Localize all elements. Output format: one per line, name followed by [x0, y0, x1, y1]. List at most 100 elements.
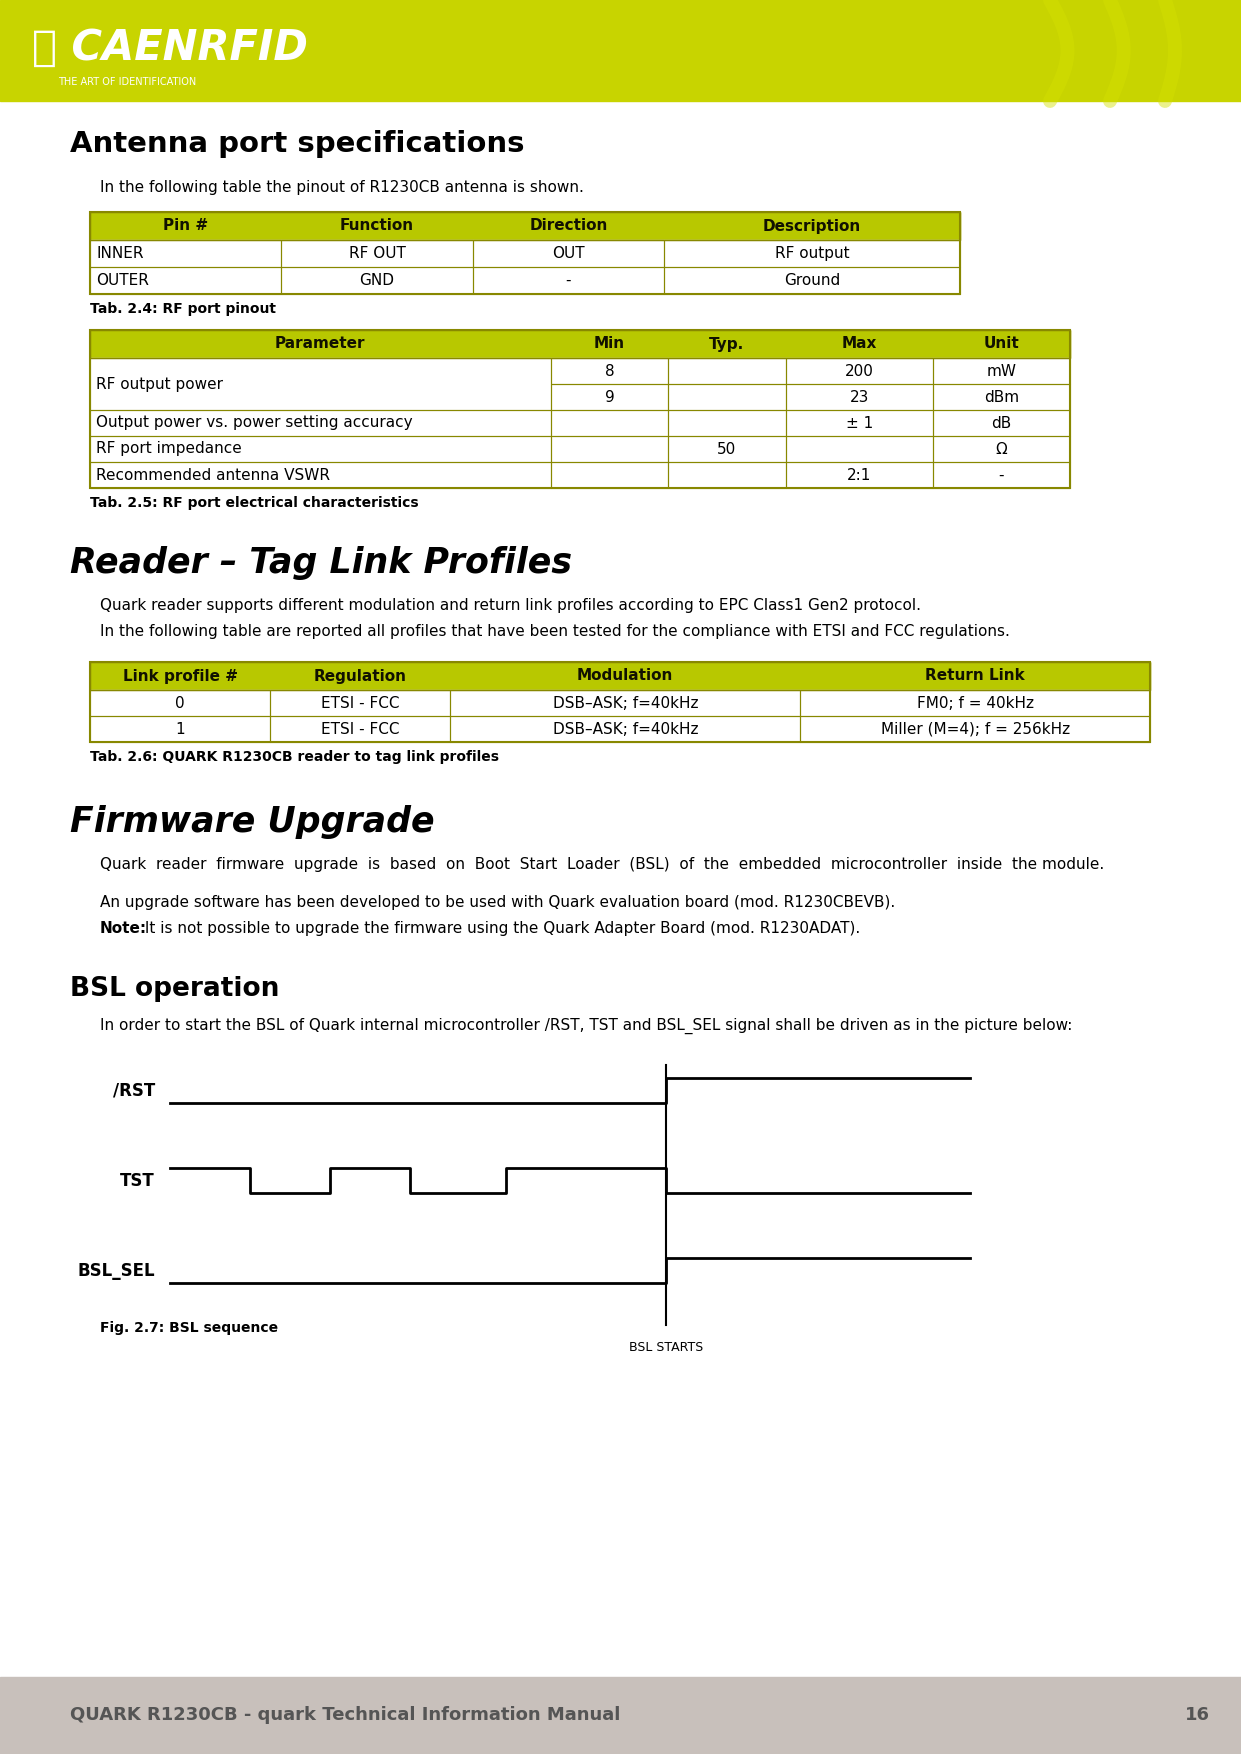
Bar — [786, 358, 933, 384]
Bar — [551, 358, 668, 384]
Bar — [800, 689, 1150, 716]
Bar — [933, 437, 1070, 461]
Text: mW: mW — [987, 363, 1016, 379]
Bar — [668, 358, 786, 384]
Bar — [933, 410, 1070, 437]
Bar — [450, 716, 800, 742]
Text: BSL_SEL: BSL_SEL — [77, 1261, 155, 1279]
Text: THE ART OF IDENTIFICATION: THE ART OF IDENTIFICATION — [58, 77, 196, 88]
Text: RF output power: RF output power — [96, 377, 223, 391]
Bar — [91, 358, 551, 410]
Bar — [933, 358, 1070, 384]
Text: Antenna port specifications: Antenna port specifications — [69, 130, 525, 158]
Bar — [282, 240, 473, 267]
Text: 23: 23 — [850, 389, 869, 405]
Text: Tab. 2.6: QUARK R1230CB reader to tag link profiles: Tab. 2.6: QUARK R1230CB reader to tag li… — [91, 751, 499, 765]
Bar — [551, 410, 668, 437]
Text: OUTER: OUTER — [96, 274, 149, 288]
Text: Output power vs. power setting accuracy: Output power vs. power setting accuracy — [96, 416, 412, 430]
Bar — [551, 384, 668, 410]
Bar — [933, 461, 1070, 488]
Text: /RST: /RST — [113, 1082, 155, 1100]
Text: Ground: Ground — [784, 274, 840, 288]
Bar — [551, 384, 668, 410]
Bar — [551, 461, 668, 488]
Bar — [668, 384, 786, 410]
Bar — [786, 410, 933, 437]
Text: Quark  reader  firmware  upgrade  is  based  on  Boot  Start  Loader  (BSL)  of : Quark reader firmware upgrade is based o… — [101, 858, 1104, 872]
Text: Miller (M=4); f = 256kHz: Miller (M=4); f = 256kHz — [881, 721, 1070, 737]
Bar — [664, 240, 961, 267]
Text: Fig. 2.7: BSL sequence: Fig. 2.7: BSL sequence — [101, 1321, 278, 1335]
Bar — [91, 212, 961, 295]
Bar — [933, 358, 1070, 384]
Bar — [91, 461, 551, 488]
Text: RF output: RF output — [774, 246, 849, 261]
Text: BSL operation: BSL operation — [69, 975, 279, 1002]
Bar — [551, 437, 668, 461]
Bar — [786, 358, 933, 384]
Bar — [473, 240, 664, 267]
Bar — [271, 689, 450, 716]
Text: Function: Function — [340, 219, 414, 233]
Bar — [664, 267, 961, 295]
Text: 8: 8 — [604, 363, 614, 379]
Text: 0: 0 — [175, 696, 185, 710]
Bar — [91, 212, 961, 240]
Bar — [800, 689, 1150, 716]
Bar — [786, 437, 933, 461]
Text: An upgrade software has been developed to be used with Quark evaluation board (m: An upgrade software has been developed t… — [101, 895, 895, 910]
Text: Regulation: Regulation — [314, 668, 407, 684]
Text: ETSI - FCC: ETSI - FCC — [321, 696, 400, 710]
Bar — [91, 716, 271, 742]
Bar — [933, 461, 1070, 488]
Bar — [91, 330, 1070, 358]
Text: Note:: Note: — [101, 921, 148, 937]
Bar — [551, 410, 668, 437]
Bar — [786, 461, 933, 488]
Text: Direction: Direction — [530, 219, 608, 233]
Bar — [933, 384, 1070, 410]
Bar — [0, 1677, 1241, 1754]
Bar — [473, 267, 664, 295]
Text: Return Link: Return Link — [926, 668, 1025, 684]
Bar — [91, 330, 1070, 488]
Text: 50: 50 — [717, 442, 737, 456]
Text: Tab. 2.5: RF port electrical characteristics: Tab. 2.5: RF port electrical characteris… — [91, 496, 418, 510]
Text: OUT: OUT — [552, 246, 585, 261]
Bar — [91, 437, 551, 461]
Bar — [91, 410, 551, 437]
Bar — [450, 689, 800, 716]
Text: 1: 1 — [175, 721, 185, 737]
Text: TST: TST — [120, 1172, 155, 1189]
Bar — [271, 716, 450, 742]
Bar — [551, 358, 668, 384]
Bar — [282, 240, 473, 267]
Text: DSB–ASK; f=40kHz: DSB–ASK; f=40kHz — [552, 721, 697, 737]
Text: 200: 200 — [845, 363, 874, 379]
Text: In order to start the BSL of Quark internal microcontroller /RST, TST and BSL_SE: In order to start the BSL of Quark inter… — [101, 1017, 1072, 1035]
Text: In the following table the pinout of R1230CB antenna is shown.: In the following table the pinout of R12… — [101, 181, 583, 195]
Bar — [91, 212, 961, 240]
Bar — [91, 661, 1150, 742]
Bar — [551, 461, 668, 488]
Bar — [668, 461, 786, 488]
Bar — [91, 437, 551, 461]
Bar — [271, 716, 450, 742]
Text: Quark reader supports different modulation and return link profiles according to: Quark reader supports different modulati… — [101, 598, 921, 612]
Text: Parameter: Parameter — [276, 337, 366, 351]
Bar — [786, 384, 933, 410]
Bar — [786, 437, 933, 461]
Bar — [91, 410, 551, 437]
Bar — [668, 461, 786, 488]
Bar — [91, 661, 1150, 689]
Bar — [0, 0, 1241, 102]
Bar — [664, 240, 961, 267]
Bar — [91, 661, 1150, 689]
Text: Tab. 2.4: RF port pinout: Tab. 2.4: RF port pinout — [91, 302, 276, 316]
Text: QUARK R1230CB - quark Technical Information Manual: QUARK R1230CB - quark Technical Informat… — [69, 1707, 620, 1724]
Text: Reader – Tag Link Profiles: Reader – Tag Link Profiles — [69, 545, 572, 581]
Bar — [91, 267, 282, 295]
Text: Max: Max — [841, 337, 877, 351]
Bar — [668, 358, 786, 384]
